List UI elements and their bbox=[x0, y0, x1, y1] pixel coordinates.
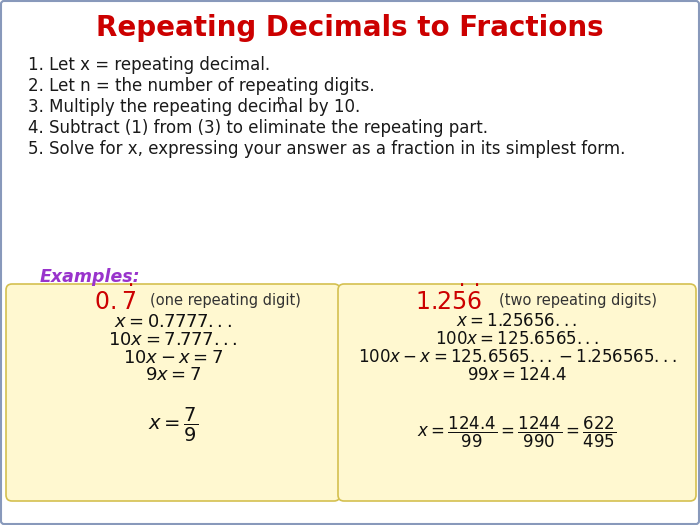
Text: $0.\dot{7}$: $0.\dot{7}$ bbox=[94, 285, 136, 315]
Text: $x = \dfrac{124.4}{99} = \dfrac{1244}{990} = \dfrac{622}{495}$: $x = \dfrac{124.4}{99} = \dfrac{1244}{99… bbox=[417, 414, 617, 449]
Text: 3. Multiply the repeating decimal by 10.: 3. Multiply the repeating decimal by 10. bbox=[28, 98, 360, 116]
Text: $9x = 7$: $9x = 7$ bbox=[145, 366, 201, 384]
Text: $x = 0.7777...$: $x = 0.7777...$ bbox=[114, 313, 232, 331]
FancyBboxPatch shape bbox=[6, 284, 340, 501]
Text: 1. Let x = repeating decimal.: 1. Let x = repeating decimal. bbox=[28, 56, 270, 74]
Text: Repeating Decimals to Fractions: Repeating Decimals to Fractions bbox=[96, 14, 604, 42]
Text: $1.2\dot{5}\dot{6}$: $1.2\dot{5}\dot{6}$ bbox=[414, 285, 482, 315]
Text: Examples:: Examples: bbox=[40, 268, 141, 286]
Text: 2. Let n = the number of repeating digits.: 2. Let n = the number of repeating digit… bbox=[28, 77, 375, 95]
Text: .: . bbox=[287, 98, 293, 116]
Text: 5. Solve for x, expressing your answer as a fraction in its simplest form.: 5. Solve for x, expressing your answer a… bbox=[28, 140, 625, 158]
Text: $99x = 124.4$: $99x = 124.4$ bbox=[467, 366, 567, 383]
Text: $10x - x = 7$: $10x - x = 7$ bbox=[122, 349, 223, 367]
Text: 4. Subtract (1) from (3) to eliminate the repeating part.: 4. Subtract (1) from (3) to eliminate th… bbox=[28, 119, 488, 137]
Text: $100x - x = 125.6565...-1.256565...$: $100x - x = 125.6565...-1.256565...$ bbox=[358, 350, 676, 366]
FancyBboxPatch shape bbox=[338, 284, 696, 501]
Text: (one repeating digit): (one repeating digit) bbox=[150, 292, 300, 308]
Text: $x = \dfrac{7}{9}$: $x = \dfrac{7}{9}$ bbox=[148, 406, 198, 444]
Text: $10x = 7.777...$: $10x = 7.777...$ bbox=[108, 331, 237, 349]
Text: $x = 1.25656...$: $x = 1.25656...$ bbox=[456, 313, 578, 331]
Text: (two repeating digits): (two repeating digits) bbox=[499, 292, 657, 308]
Text: $100x = 125.6565...$: $100x = 125.6565...$ bbox=[435, 331, 599, 349]
Text: n: n bbox=[277, 94, 284, 108]
